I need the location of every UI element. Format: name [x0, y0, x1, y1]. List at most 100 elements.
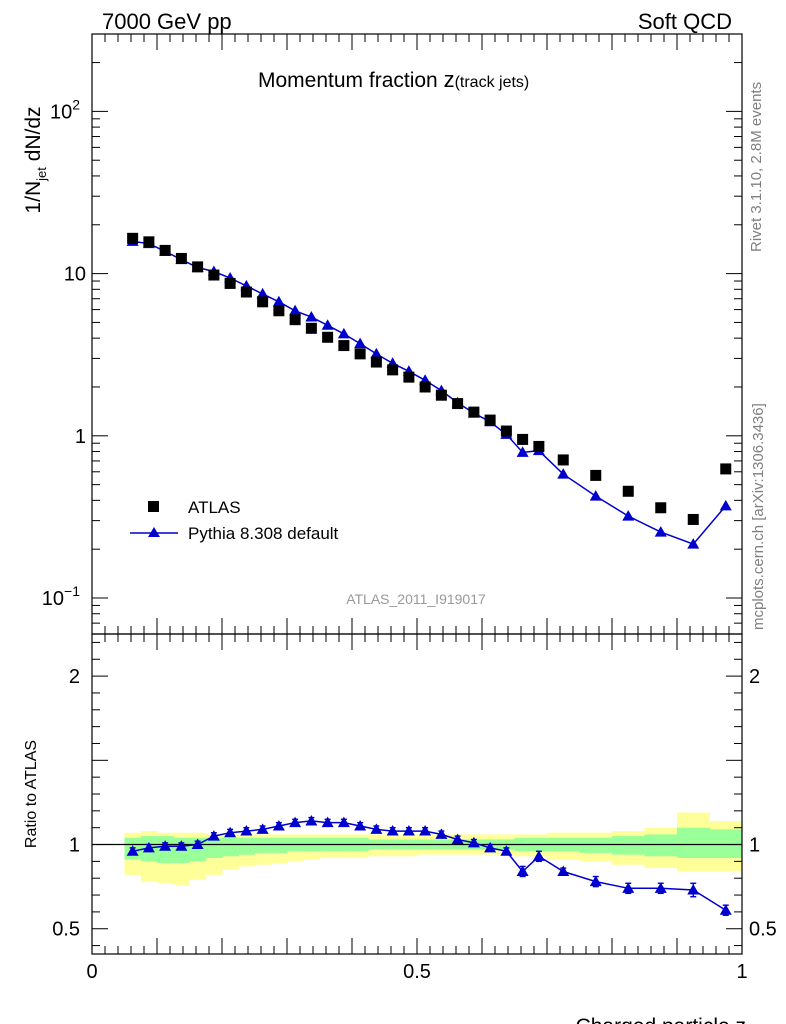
mc-point — [289, 304, 302, 316]
uncertainty-band-inner — [189, 837, 207, 862]
legend-mc-label: Pythia 8.308 default — [188, 524, 339, 543]
uncertainty-band-inner — [612, 836, 645, 855]
uncertainty-band-inner — [270, 837, 288, 853]
ratio-point — [175, 840, 188, 851]
mc-point — [589, 490, 602, 501]
data-point — [452, 398, 464, 410]
data-point — [687, 513, 699, 525]
ratio-point — [386, 825, 399, 836]
ratio-point — [224, 826, 237, 838]
rivet-label: Rivet 3.1.10, 2.8M events — [748, 82, 765, 252]
uncertainty-band-inner — [254, 837, 272, 853]
ratio-y-tick-label-right: 1 — [749, 835, 760, 857]
data-point — [370, 356, 382, 368]
data-point — [305, 322, 317, 334]
legend-data-label: ATLAS — [188, 498, 241, 517]
ratio-point — [719, 904, 732, 915]
uncertainty-band-inner — [677, 827, 710, 858]
ratio-point — [142, 841, 155, 853]
data-point — [273, 305, 285, 317]
mc-point — [516, 446, 529, 457]
ratio-point — [516, 865, 529, 876]
main-title: Momentum fraction z(track jets) — [258, 67, 529, 92]
main-y-tick-label: 10 — [64, 264, 86, 286]
x-tick-label: 1 — [736, 961, 747, 983]
data-point — [257, 296, 269, 308]
main-y-tick-label: 102 — [50, 96, 80, 123]
data-point — [159, 244, 171, 256]
mc-point — [337, 327, 350, 339]
ratio-point — [354, 820, 367, 831]
legend-data-marker — [148, 501, 159, 512]
header-right: Soft QCD — [638, 9, 732, 34]
uncertainty-band-inner — [579, 837, 613, 853]
data-point — [143, 236, 155, 248]
mc-point — [654, 526, 667, 537]
data-point — [289, 314, 301, 326]
mcplots-label: mcplots.cern.ch [arXiv:1306.3436] — [750, 403, 767, 630]
data-point — [338, 340, 350, 352]
data-point — [533, 440, 545, 452]
data-point — [622, 485, 634, 497]
uncertainty-band-inner — [205, 837, 223, 858]
ratio-point — [419, 825, 432, 836]
ratio-point — [337, 816, 350, 828]
data-point — [419, 381, 431, 393]
ratio-point — [289, 816, 302, 828]
ratio-frame — [91, 633, 743, 955]
mc-point — [256, 287, 269, 299]
x-tick-label: 0 — [86, 961, 97, 983]
main-y-tick-label: 10−1 — [42, 583, 80, 610]
ratio-y-tick-label: 0.5 — [52, 919, 80, 941]
data-point — [655, 502, 667, 514]
uncertainty-band-inner — [644, 834, 678, 857]
ratio-point — [484, 841, 497, 853]
uncertainty-band-inner — [222, 837, 239, 857]
data-point — [435, 389, 447, 401]
ratio-point — [240, 825, 253, 836]
ratio-point — [272, 820, 285, 831]
ratio-point — [321, 816, 334, 828]
ratio-y-label: Ratio to ATLAS — [23, 740, 40, 848]
ratio-point — [126, 845, 139, 856]
data-point — [403, 371, 415, 383]
data-point — [322, 331, 334, 343]
data-point — [517, 433, 529, 445]
main-title-text: Momentum fraction — [258, 69, 444, 92]
mc-point — [370, 347, 383, 359]
data-point — [484, 414, 496, 426]
main-frame — [91, 33, 743, 635]
data-point — [468, 406, 480, 418]
main-y-label-sub: jet — [34, 167, 49, 182]
mc-point — [321, 319, 334, 330]
data-point — [557, 454, 569, 466]
ratio-point — [622, 882, 635, 893]
mc-point — [305, 311, 318, 322]
ratio-y-tick-label-right: 0.5 — [749, 919, 777, 941]
main-panel: 10−1 1 10 102 Momentum fraction z(track jet… — [22, 33, 743, 635]
main-title-z: z — [444, 67, 455, 92]
ratio-point — [207, 830, 220, 841]
ratio-point — [402, 825, 415, 836]
main-y-label-suffix: dN/dz — [22, 106, 45, 167]
ratio-point — [687, 884, 700, 895]
ratio-point — [654, 882, 667, 893]
ratio-y-tick-label: 1 — [69, 835, 80, 857]
mc-point — [687, 538, 700, 549]
mc-point — [622, 510, 635, 521]
data-point — [500, 425, 512, 437]
data-point — [224, 277, 236, 289]
ratio-point — [256, 823, 269, 834]
mc-point — [272, 295, 285, 307]
data-point — [175, 252, 187, 264]
main-y-tick-label: 1 — [75, 426, 86, 448]
ratio-y-tick-label: 2 — [69, 666, 80, 688]
mc-point — [557, 468, 570, 479]
ratio-point — [467, 836, 480, 848]
legend: ATLAS Pythia 8.308 default — [130, 498, 339, 543]
ratio-point — [159, 840, 172, 851]
x-axis-label: Charged particle z — [576, 1015, 746, 1024]
mc-point — [719, 499, 732, 511]
